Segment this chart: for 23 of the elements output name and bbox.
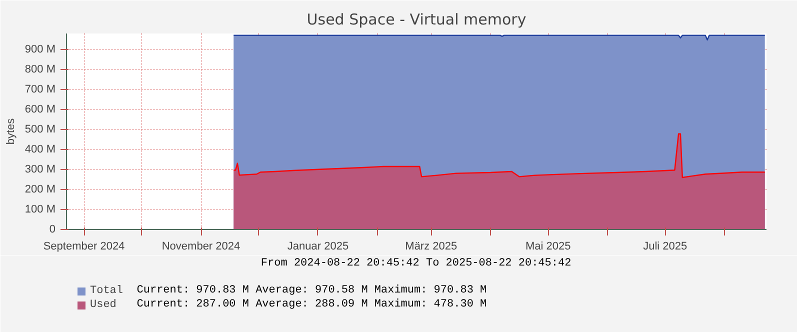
- legend-label: Total: [90, 285, 124, 297]
- y-tick-label: 0: [49, 224, 56, 236]
- y-tick-label: 400 M: [24, 144, 56, 156]
- x-tick-label: September 2024: [43, 240, 125, 252]
- legend-label: Used: [90, 299, 116, 311]
- y-tick-label: 300 M: [24, 164, 56, 176]
- y-tick-label: 800 M: [24, 64, 56, 76]
- y-tick-label: 700 M: [24, 84, 56, 96]
- x-tick-label: Januar 2025: [287, 240, 349, 252]
- x-tick-label: Mai 2025: [526, 240, 571, 252]
- y-tick-label: 100 M: [24, 204, 56, 216]
- text: Current: 287.00 M Average: 288.09 M Maximum: 478.30 M: [136, 298, 487, 310]
- x-tick-label: Juli 2025: [643, 240, 688, 252]
- x-tick-label: März 2025: [405, 240, 458, 252]
- chart-title: Used Space - Virtual memory: [306, 10, 526, 28]
- y-tick-label: 200 M: [24, 184, 56, 196]
- text: Current: 970.83 M Average: 970.58 M Maximum: 970.83 M: [136, 284, 487, 296]
- x-tick-label: November 2024: [162, 240, 240, 252]
- y-tick-label: 600 M: [24, 104, 56, 116]
- y-tick-label: 900 M: [24, 44, 56, 56]
- y-tick-label: 500 M: [24, 124, 56, 136]
- y-axis-title: bytes: [4, 118, 17, 145]
- text: From 2024-08-22 20:45:42 To 2025-08-22 20:45:42: [260, 258, 572, 270]
